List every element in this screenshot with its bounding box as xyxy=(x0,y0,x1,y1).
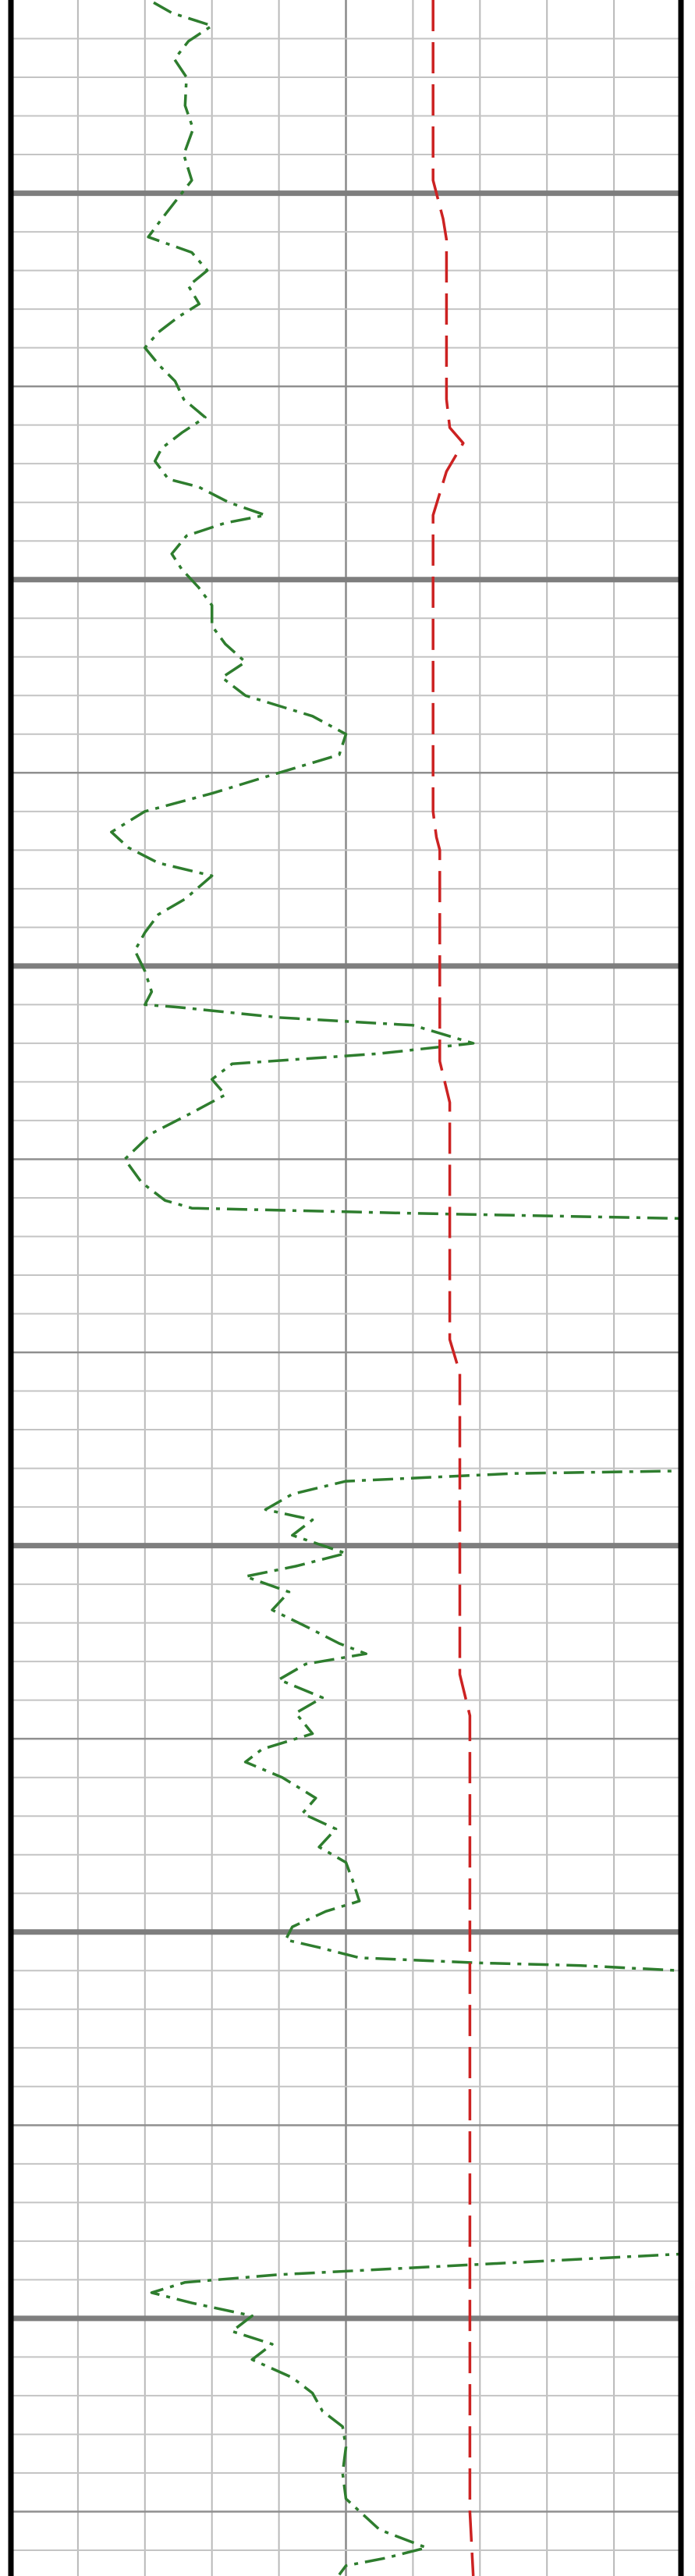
grid xyxy=(11,0,681,2576)
series-group xyxy=(110,0,683,2576)
track-borders xyxy=(8,0,684,2576)
series-line-red-dashed xyxy=(431,0,475,2576)
series-line-green-dashdot xyxy=(110,1,683,2576)
